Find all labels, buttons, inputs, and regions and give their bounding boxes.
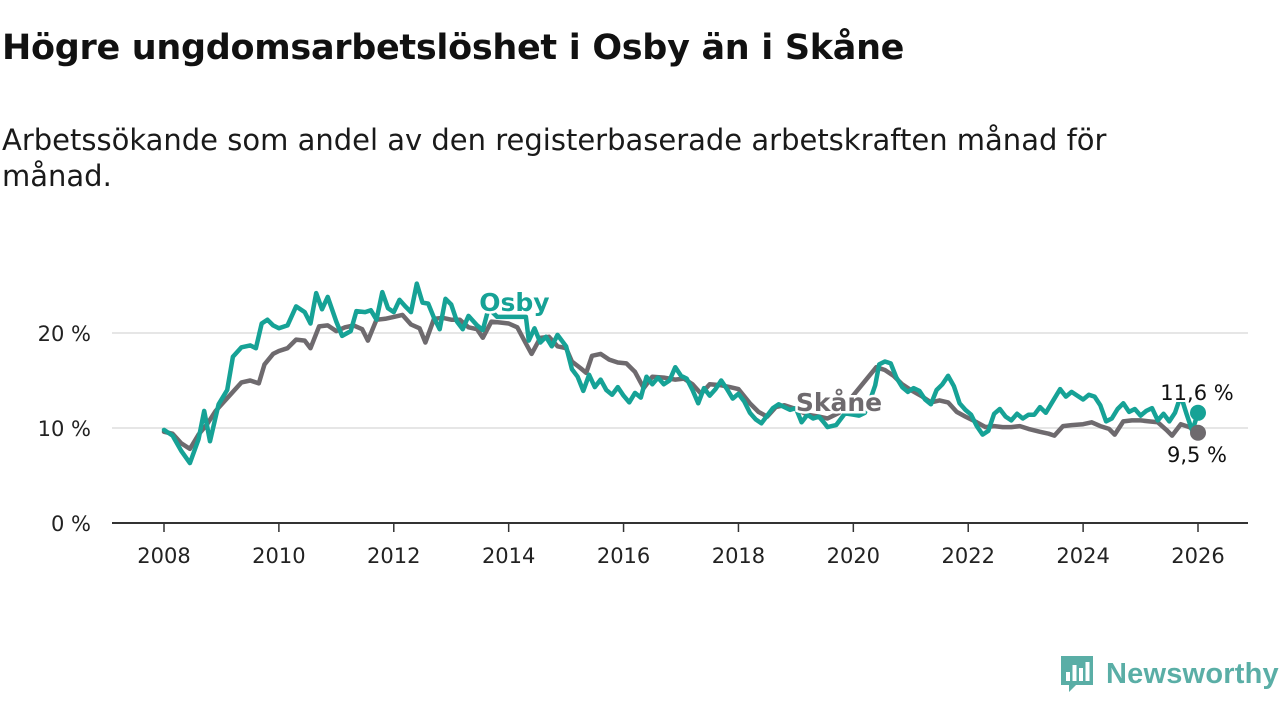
x-tick-label: 2026: [1171, 544, 1224, 568]
end-marker-skane: [1190, 424, 1206, 441]
x-tick-label: 2010: [252, 544, 305, 568]
end-value-label-skane: 9,5 %: [1167, 443, 1227, 467]
x-tick-label: 2022: [941, 544, 994, 568]
y-tick-label: 10 %: [38, 417, 91, 441]
x-tick-label: 2012: [367, 544, 420, 568]
brand-logo: Newsworthy: [1058, 654, 1279, 694]
brand-name: Newsworthy: [1106, 657, 1279, 690]
y-axis: 0 % 10 % 20 %: [38, 322, 91, 536]
x-axis: 2008 2010 2012 2014 2016 2018 2020 2022 2024 2026: [112, 522, 1248, 568]
series-label-skane: Skåne: [796, 388, 882, 417]
x-tick-label: 2020: [827, 544, 880, 568]
end-value-label-osby: 11,6 %: [1160, 381, 1233, 405]
newsworthy-bar-chart-icon: [1061, 656, 1093, 692]
x-tick-label: 2018: [712, 544, 765, 568]
chart-title: Högre ungdomsarbetslöshet i Osby än i Sk…: [2, 28, 905, 68]
x-tick-label: 2024: [1056, 544, 1109, 568]
series-lines: [161, 281, 1201, 466]
y-tick-label: 20 %: [38, 322, 91, 346]
series-line-skane: [161, 312, 1201, 452]
end-marker-osby: [1190, 404, 1206, 421]
chart-subtitle: Arbetssökande som andel av den registerb…: [2, 123, 1107, 193]
x-tick-label: 2016: [597, 544, 650, 568]
x-tick-label: 2014: [482, 544, 535, 568]
chart-labels: 11,6 % 9,5 % Osby Skåne: [477, 286, 1236, 469]
y-tick-label: 0 %: [51, 512, 91, 536]
x-tick-label: 2008: [137, 544, 190, 568]
series-label-osby: Osby: [479, 288, 549, 317]
series-line-osby: [161, 281, 1201, 466]
